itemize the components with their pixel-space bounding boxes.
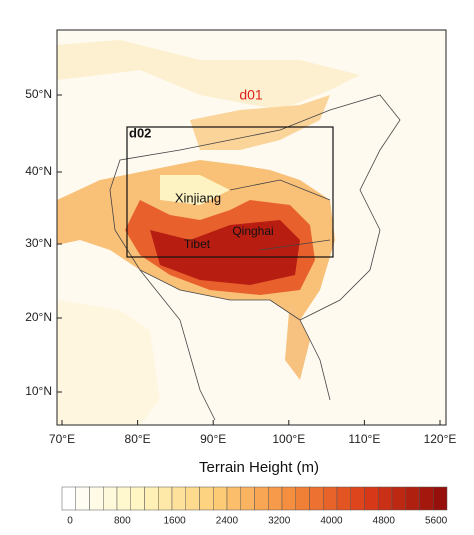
map-frame xyxy=(56,29,447,426)
colorbar-tick-label: 800 xyxy=(114,516,131,527)
colorbar-tick-label: 5600 xyxy=(425,516,448,527)
colorbar-tick-label: 2400 xyxy=(216,516,239,527)
colorbar-cell xyxy=(130,486,145,511)
colorbar-cell xyxy=(254,486,269,511)
colorbar-cell xyxy=(350,486,365,511)
lon-label: 110°E xyxy=(348,432,380,446)
terrain xyxy=(57,30,446,425)
colorbar-cell xyxy=(240,486,255,511)
colorbar-tick-label: 4800 xyxy=(373,516,396,527)
lat-label: 20°N xyxy=(25,310,52,324)
colorbar-tick-label: 0 xyxy=(67,516,73,527)
colorbar-cell xyxy=(309,486,324,511)
colorbar-cell xyxy=(268,486,283,511)
terrain-low xyxy=(57,40,360,110)
colorbar-cell xyxy=(171,486,186,511)
terrain-mid xyxy=(285,300,310,380)
colorbar-tick-label: 1600 xyxy=(163,516,186,527)
colorbar-cell xyxy=(281,486,296,511)
lon-label: 100°E xyxy=(272,432,305,446)
colorbar-cell xyxy=(213,486,228,511)
lat-label: 40°N xyxy=(25,164,52,178)
colorbar-cell xyxy=(391,486,406,511)
colorbar-title: Terrain Height (m) xyxy=(199,459,319,476)
colorbar-cell xyxy=(199,486,214,511)
colorbar-cell xyxy=(226,486,241,511)
colorbar-cell xyxy=(89,486,104,511)
colorbar: 0 800 1600 2400 3200 4000 4800 5600 xyxy=(61,486,448,527)
d02-box xyxy=(126,126,334,258)
colorbar-cell xyxy=(158,486,173,511)
lon-label: 80°E xyxy=(125,432,151,446)
terrain-highest xyxy=(150,220,300,285)
colorbar-cell xyxy=(364,486,379,511)
colorbar-cell xyxy=(323,486,338,511)
colorbar-cell xyxy=(144,486,159,511)
colorbar-cell xyxy=(295,486,310,511)
region-label: Tibet xyxy=(184,237,211,251)
colorbar-cell xyxy=(419,486,434,511)
colorbar-cell xyxy=(433,486,448,511)
colorbar-cell xyxy=(103,486,118,511)
region-label: Xinjiang xyxy=(175,190,221,205)
lat-label: 10°N xyxy=(25,384,52,398)
domain-label: d01 xyxy=(239,87,263,103)
lon-label: 70°E xyxy=(49,432,75,446)
colorbar-cell xyxy=(336,486,351,511)
colorbar-cell xyxy=(61,486,76,511)
lon-label: 90°E xyxy=(200,432,226,446)
colorbar-cell xyxy=(75,486,90,511)
colorbar-cell xyxy=(405,486,420,511)
lat-label: 50°N xyxy=(25,87,52,101)
domain-label: d02 xyxy=(129,125,151,140)
colorbar-tick-label: 4000 xyxy=(320,516,343,527)
colorbar-cell xyxy=(185,486,200,511)
colorbar-cell xyxy=(378,486,393,511)
region-label: Qinghai xyxy=(232,224,273,238)
lon-label: 120°E xyxy=(424,432,457,446)
lat-label: 30°N xyxy=(25,236,52,250)
terrain-mid xyxy=(190,95,330,150)
terrain-low xyxy=(57,300,160,425)
colorbar-tick-label: 3200 xyxy=(268,516,291,527)
colorbar-cell xyxy=(116,486,131,511)
basin xyxy=(160,175,230,205)
